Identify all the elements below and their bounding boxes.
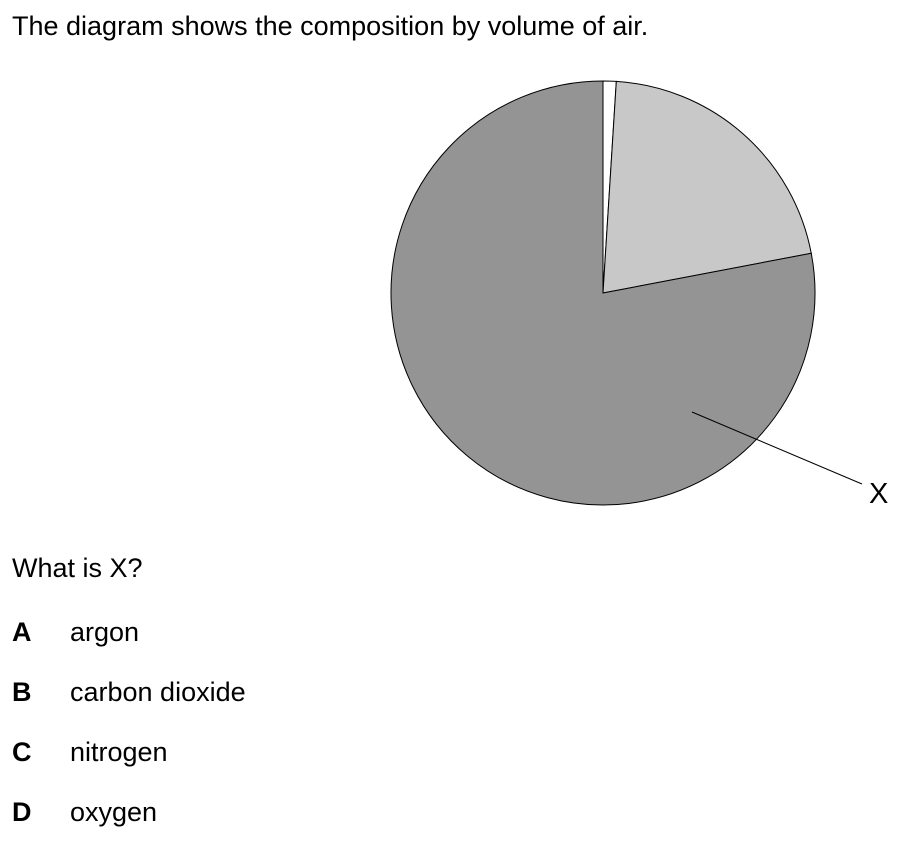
option-a-text: argon (70, 617, 140, 647)
question-text: What is X? (12, 553, 143, 583)
pie-slice-x (390, 80, 816, 506)
option-d-letter: D (12, 797, 32, 827)
x-pointer-line (691, 411, 863, 485)
intro-text: The diagram shows the composition by vol… (12, 11, 649, 41)
option-b[interactable]: B carbon dioxide (12, 674, 246, 734)
option-c-letter: C (12, 737, 32, 767)
option-c-text: nitrogen (70, 737, 168, 767)
option-b-text: carbon dioxide (70, 677, 246, 707)
option-b-letter: B (12, 677, 32, 707)
option-d[interactable]: D oxygen (12, 794, 246, 854)
option-d-text: oxygen (70, 797, 158, 827)
answer-options: A argon B carbon dioxide C nitrogen D ox… (12, 614, 246, 854)
option-a[interactable]: A argon (12, 614, 246, 674)
pie-slices (390, 80, 816, 506)
option-c[interactable]: C nitrogen (12, 734, 246, 794)
option-a-letter: A (12, 617, 32, 647)
pie-chart: X (390, 80, 888, 510)
pie-slice-light (602, 80, 812, 294)
x-label: X (869, 478, 888, 510)
